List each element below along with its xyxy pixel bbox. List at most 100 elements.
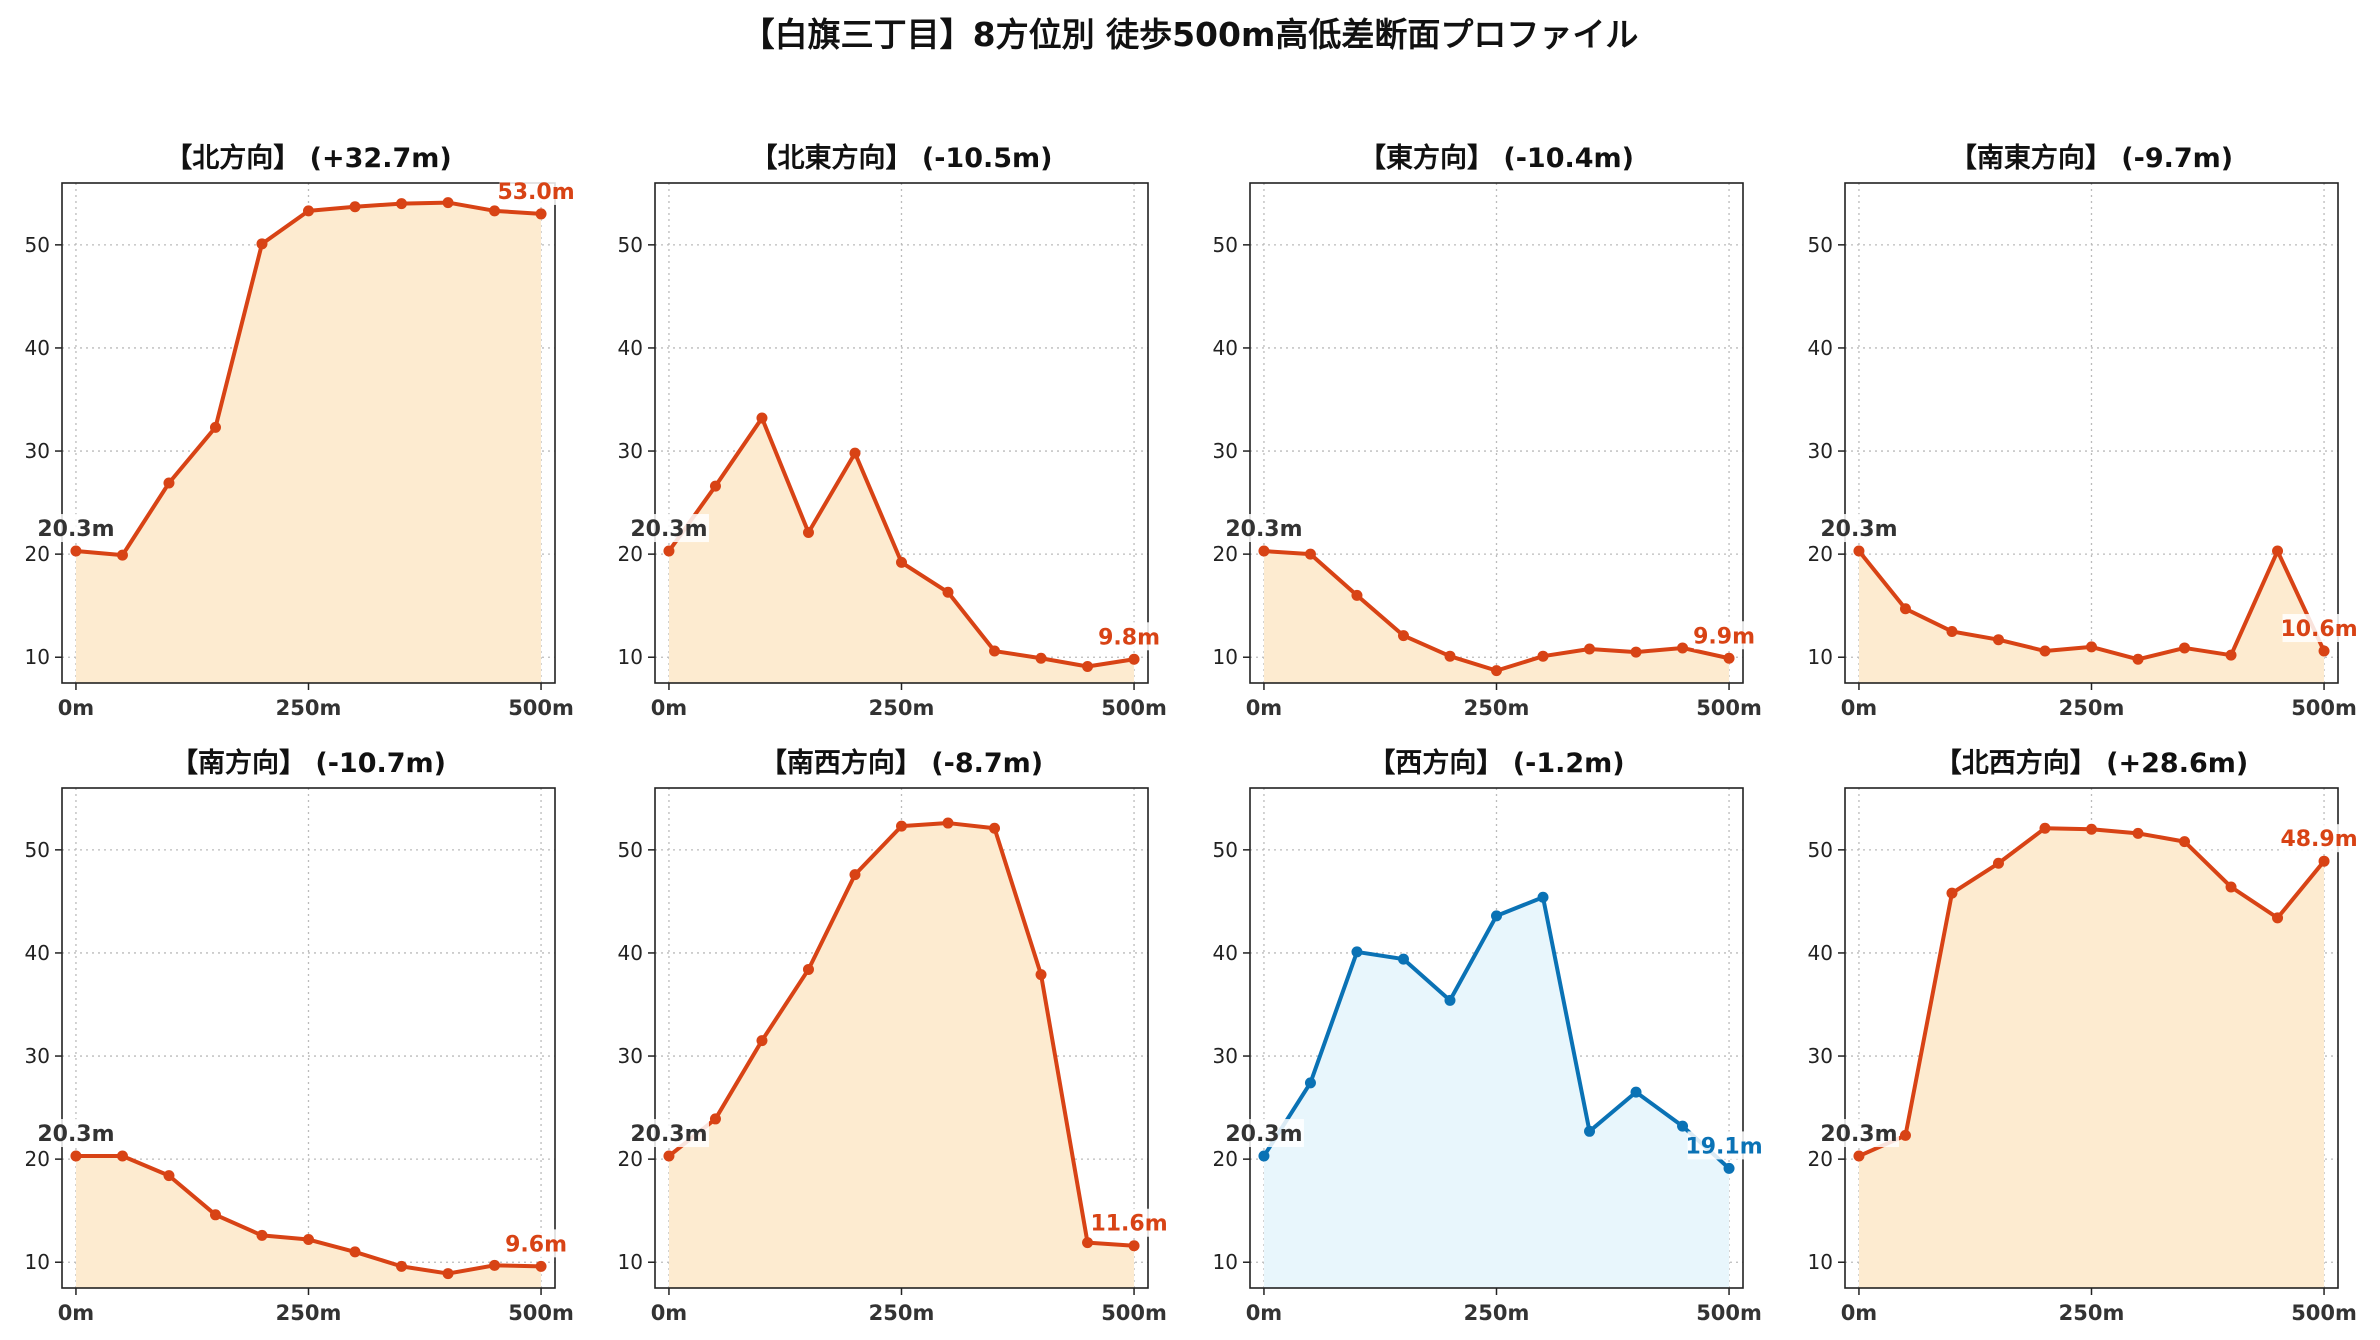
elevation-point	[756, 1035, 768, 1047]
elevation-area	[668, 823, 1135, 1288]
elevation-point	[1723, 652, 1735, 664]
y-tick-label: 10	[1213, 645, 1238, 669]
elevation-point	[209, 421, 221, 433]
elevation-point	[1537, 891, 1549, 903]
elevation-point	[756, 412, 768, 424]
y-tick-label: 40	[1808, 941, 1833, 965]
x-tick-label: 500m	[508, 696, 574, 720]
x-tick-label: 250m	[2059, 1301, 2125, 1325]
y-tick-label: 10	[25, 1250, 50, 1274]
subplot-title: 【北方向】 (+32.7m)	[165, 142, 451, 174]
elevation-point	[1397, 630, 1409, 642]
elevation-point	[663, 545, 675, 557]
subplot-title: 【北西方向】 (+28.6m)	[1935, 747, 2248, 779]
end-label: 11.6m	[1090, 1212, 1167, 1237]
elevation-point	[442, 197, 454, 209]
elevation-point	[802, 963, 814, 975]
end-label-bg	[1099, 622, 1160, 651]
elevation-point	[1537, 650, 1549, 662]
elevation-point	[2039, 645, 2051, 657]
y-tick-label: 40	[25, 336, 50, 360]
x-tick-label: 250m	[2059, 696, 2125, 720]
elevation-point	[1677, 642, 1689, 654]
elevation-point	[1304, 1077, 1316, 1089]
elevation-point	[663, 1150, 675, 1162]
end-label-bg	[506, 1229, 567, 1258]
elevation-point	[1992, 857, 2004, 869]
y-tick-label: 50	[1808, 838, 1833, 862]
end-label: 9.8m	[1098, 625, 1160, 650]
elevation-area	[75, 202, 542, 683]
elevation-point	[489, 1259, 501, 1271]
elevation-point	[709, 480, 721, 492]
elevation-area	[75, 1156, 542, 1288]
elevation-point	[2272, 912, 2284, 924]
x-tick-label: 0m	[1841, 696, 1878, 720]
x-tick-label: 500m	[1696, 1301, 1762, 1325]
elevation-area	[1858, 551, 2325, 683]
start-label: 20.3m	[1820, 1122, 1897, 1147]
subplot-title: 【西方向】 (-1.2m)	[1368, 747, 1624, 779]
elevation-point	[442, 1268, 454, 1280]
elevation-point	[1491, 910, 1502, 922]
elevation-point	[1723, 1162, 1735, 1174]
end-label: 9.9m	[1693, 624, 1755, 649]
elevation-point	[256, 238, 268, 250]
y-tick-label: 40	[1213, 336, 1238, 360]
y-tick-label: 40	[618, 336, 643, 360]
elevation-point	[349, 201, 361, 213]
elevation-point	[2039, 822, 2051, 834]
subplot-title: 【北東方向】 (-10.5m)	[750, 142, 1052, 174]
elevation-point	[1491, 665, 1502, 677]
y-tick-label: 30	[1808, 439, 1833, 463]
elevation-point	[1946, 887, 1958, 899]
elevation-point	[1082, 661, 1094, 673]
elevation-point	[163, 477, 175, 489]
elevation-point	[849, 447, 861, 459]
elevation-point	[1677, 1120, 1689, 1132]
end-label-bg	[2282, 824, 2356, 853]
elevation-point	[116, 1150, 128, 1162]
y-tick-label: 40	[1213, 941, 1238, 965]
x-tick-label: 250m	[869, 1301, 935, 1325]
x-tick-label: 500m	[1101, 1301, 1167, 1325]
start-label: 20.3m	[1225, 1122, 1302, 1147]
start-label: 20.3m	[1225, 517, 1302, 542]
elevation-point	[1853, 545, 1865, 557]
y-tick-label: 10	[1808, 1250, 1833, 1274]
elevation-point	[396, 198, 408, 210]
x-tick-label: 500m	[2291, 1301, 2357, 1325]
elevation-area	[1858, 828, 2325, 1288]
elevation-point	[896, 556, 907, 568]
elevation-point	[1258, 1150, 1270, 1162]
x-tick-label: 0m	[58, 1301, 95, 1325]
elevation-point	[303, 205, 314, 217]
elevation-point	[163, 1170, 175, 1182]
y-tick-label: 30	[25, 439, 50, 463]
elevation-point	[942, 586, 954, 598]
y-tick-label: 30	[618, 439, 643, 463]
x-tick-label: 0m	[651, 696, 688, 720]
elevation-point	[2225, 649, 2237, 661]
elevation-point	[2086, 823, 2097, 835]
y-tick-label: 30	[1213, 439, 1238, 463]
elevation-point	[849, 869, 861, 881]
elevation-area	[1263, 897, 1730, 1288]
end-label-bg	[1092, 1208, 1166, 1237]
x-tick-label: 500m	[508, 1301, 574, 1325]
elevation-point	[1082, 1237, 1094, 1249]
y-tick-label: 10	[1213, 1250, 1238, 1274]
subplot-title: 【南東方向】 (-9.7m)	[1950, 142, 2233, 174]
elevation-point	[1444, 650, 1456, 662]
elevation-area	[668, 418, 1135, 683]
elevation-point	[396, 1260, 408, 1272]
elevation-point	[1899, 603, 1911, 615]
start-label-bg	[1223, 514, 1304, 543]
elevation-point	[989, 822, 1001, 834]
y-tick-label: 10	[1808, 645, 1833, 669]
